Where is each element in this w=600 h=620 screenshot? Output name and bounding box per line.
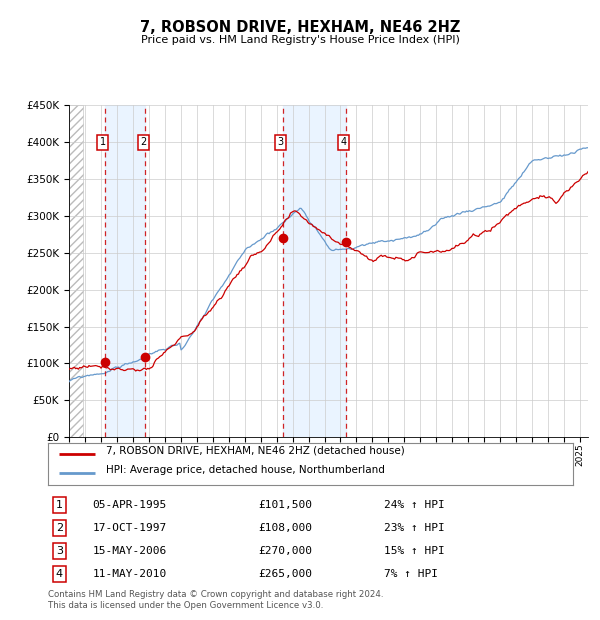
Text: 1: 1	[100, 137, 106, 148]
Text: 4: 4	[56, 569, 63, 579]
Text: 05-APR-1995: 05-APR-1995	[92, 500, 167, 510]
Text: 15-MAY-2006: 15-MAY-2006	[92, 546, 167, 556]
Text: 2: 2	[140, 137, 146, 148]
Bar	[283, 105, 346, 437]
Text: 4: 4	[341, 137, 347, 148]
Text: £265,000: £265,000	[258, 569, 312, 579]
Text: 11-MAY-2010: 11-MAY-2010	[92, 569, 167, 579]
Text: 7, ROBSON DRIVE, HEXHAM, NE46 2HZ (detached house): 7, ROBSON DRIVE, HEXHAM, NE46 2HZ (detac…	[106, 445, 404, 455]
Bar	[105, 105, 145, 437]
Text: 17-OCT-1997: 17-OCT-1997	[92, 523, 167, 533]
Text: 3: 3	[277, 137, 283, 148]
Text: 3: 3	[56, 546, 63, 556]
Text: 7, ROBSON DRIVE, HEXHAM, NE46 2HZ: 7, ROBSON DRIVE, HEXHAM, NE46 2HZ	[140, 20, 460, 35]
Text: £108,000: £108,000	[258, 523, 312, 533]
Text: 1: 1	[56, 500, 63, 510]
Text: 2: 2	[56, 523, 63, 533]
Text: 24% ↑ HPI: 24% ↑ HPI	[384, 500, 445, 510]
Text: £101,500: £101,500	[258, 500, 312, 510]
Text: 15% ↑ HPI: 15% ↑ HPI	[384, 546, 445, 556]
Text: Contains HM Land Registry data © Crown copyright and database right 2024.
This d: Contains HM Land Registry data © Crown c…	[48, 590, 383, 609]
Text: 23% ↑ HPI: 23% ↑ HPI	[384, 523, 445, 533]
Text: Price paid vs. HM Land Registry's House Price Index (HPI): Price paid vs. HM Land Registry's House …	[140, 35, 460, 45]
Text: £270,000: £270,000	[258, 546, 312, 556]
Text: 7% ↑ HPI: 7% ↑ HPI	[384, 569, 438, 579]
Text: HPI: Average price, detached house, Northumberland: HPI: Average price, detached house, Nort…	[106, 465, 385, 475]
